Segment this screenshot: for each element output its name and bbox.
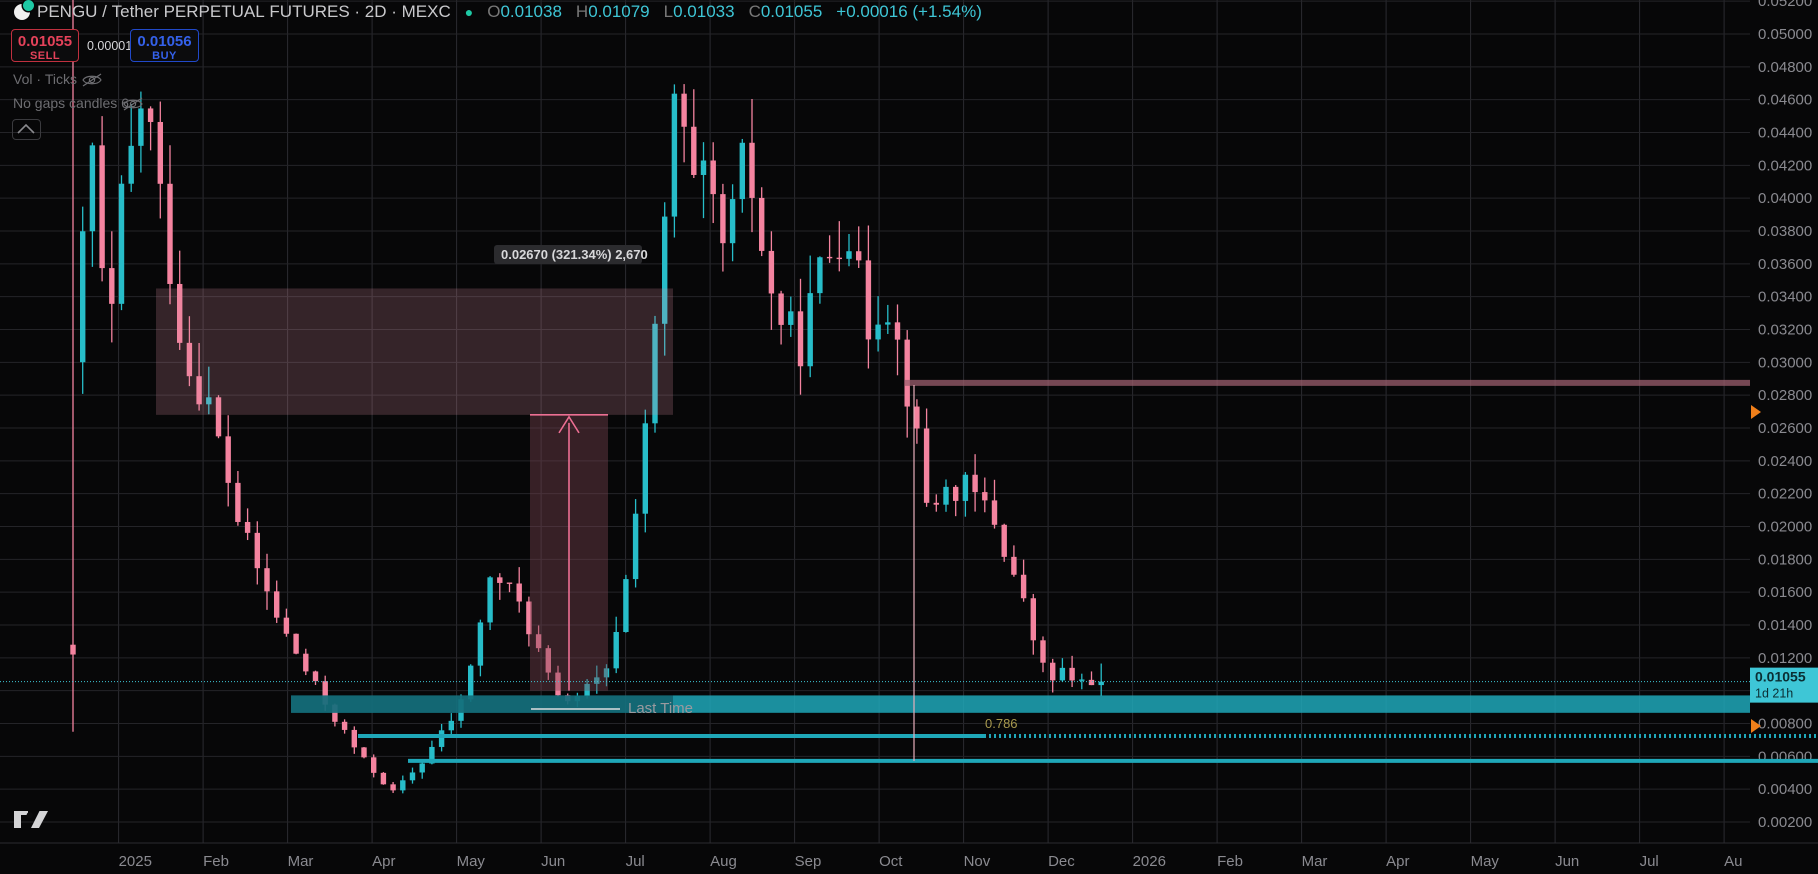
svg-text:1d 21h: 1d 21h — [1755, 687, 1793, 701]
svg-text:Oct: Oct — [879, 853, 903, 870]
svg-text:0.01055: 0.01055 — [1755, 669, 1806, 685]
svg-text:May: May — [1471, 853, 1500, 870]
svg-text:Apr: Apr — [372, 853, 395, 870]
svg-text:0.03800: 0.03800 — [1758, 223, 1812, 240]
svg-text:0.02200: 0.02200 — [1758, 486, 1812, 503]
svg-text:0.04000: 0.04000 — [1758, 190, 1812, 207]
svg-text:Apr: Apr — [1386, 853, 1409, 870]
svg-text:0.04800: 0.04800 — [1758, 59, 1812, 76]
svg-text:0.01800: 0.01800 — [1758, 551, 1812, 568]
svg-text:0.02600: 0.02600 — [1758, 420, 1812, 437]
svg-text:0.00400: 0.00400 — [1758, 781, 1812, 798]
svg-text:0.04600: 0.04600 — [1758, 92, 1812, 109]
svg-text:0.03400: 0.03400 — [1758, 289, 1812, 306]
svg-text:2026: 2026 — [1133, 853, 1166, 870]
svg-text:Jun: Jun — [1555, 853, 1579, 870]
svg-text:0.03200: 0.03200 — [1758, 321, 1812, 338]
svg-text:0.02800: 0.02800 — [1758, 387, 1812, 404]
svg-text:Jun: Jun — [541, 853, 565, 870]
svg-text:Mar: Mar — [1302, 853, 1328, 870]
svg-text:Mar: Mar — [288, 853, 314, 870]
svg-text:Sep: Sep — [795, 853, 822, 870]
svg-text:0.02670 (321.34%) 2,670: 0.02670 (321.34%) 2,670 — [501, 247, 648, 262]
svg-text:May: May — [457, 853, 486, 870]
svg-text:Feb: Feb — [203, 853, 229, 870]
svg-text:Au: Au — [1724, 853, 1742, 870]
svg-text:0.05000: 0.05000 — [1758, 26, 1812, 43]
svg-text:2025: 2025 — [119, 853, 152, 870]
svg-text:0.00800: 0.00800 — [1758, 715, 1812, 732]
svg-text:0.02400: 0.02400 — [1758, 453, 1812, 470]
svg-text:0.03000: 0.03000 — [1758, 354, 1812, 371]
svg-text:0.01600: 0.01600 — [1758, 584, 1812, 601]
svg-text:Aug: Aug — [710, 853, 737, 870]
svg-text:Jul: Jul — [1640, 853, 1659, 870]
svg-text:Feb: Feb — [1217, 853, 1243, 870]
svg-text:0.04200: 0.04200 — [1758, 157, 1812, 174]
svg-text:Dec: Dec — [1048, 853, 1075, 870]
svg-text:Last Time: Last Time — [628, 700, 693, 717]
svg-text:0.04400: 0.04400 — [1758, 124, 1812, 141]
svg-text:0.01200: 0.01200 — [1758, 650, 1812, 667]
svg-text:0.02000: 0.02000 — [1758, 518, 1812, 535]
svg-text:0.00200: 0.00200 — [1758, 814, 1812, 831]
svg-text:0.03600: 0.03600 — [1758, 256, 1812, 273]
svg-text:Jul: Jul — [626, 853, 645, 870]
svg-text:0.01400: 0.01400 — [1758, 617, 1812, 634]
svg-text:0.786: 0.786 — [985, 716, 1018, 731]
svg-text:Nov: Nov — [964, 853, 991, 870]
